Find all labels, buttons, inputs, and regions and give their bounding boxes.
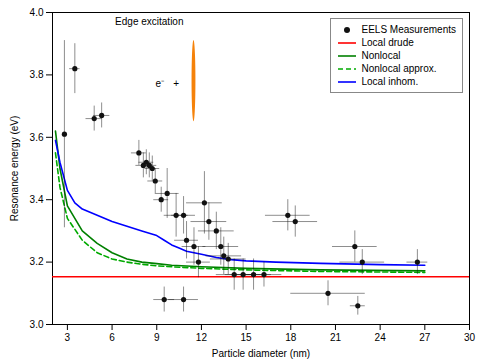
svg-text:3.8: 3.8: [30, 69, 44, 80]
svg-text:3.2: 3.2: [30, 256, 44, 267]
svg-text:6: 6: [109, 332, 115, 343]
svg-text:9: 9: [154, 332, 160, 343]
svg-text:18: 18: [285, 332, 297, 343]
svg-text:e⁻: e⁻: [155, 78, 165, 89]
svg-text:3.4: 3.4: [30, 194, 44, 205]
svg-text:4.0: 4.0: [30, 7, 44, 18]
html-text:Local drude: Local drude: [361, 37, 414, 48]
svg-text:30: 30: [464, 332, 476, 343]
html-text:Nonlocal approx.: Nonlocal approx.: [361, 63, 437, 74]
svg-text:Edge excitation: Edge excitation: [115, 16, 183, 27]
svg-text:15: 15: [241, 332, 253, 343]
html-text:EELS Measurements: EELS Measurements: [361, 24, 456, 35]
html-text:Nonlocal: Nonlocal: [361, 50, 401, 61]
svg-text:+: +: [173, 78, 179, 89]
svg-text:21: 21: [330, 332, 342, 343]
svg-text:27: 27: [419, 332, 431, 343]
svg-text:24: 24: [375, 332, 387, 343]
svg-text:3.6: 3.6: [30, 132, 44, 143]
svg-text:3.0: 3.0: [30, 319, 44, 330]
svg-text:Particle diameter (nm): Particle diameter (nm): [212, 348, 310, 359]
svg-text:12: 12: [196, 332, 208, 343]
svg-text:3: 3: [65, 332, 71, 343]
html-text:Local inhom.: Local inhom.: [361, 76, 419, 87]
svg-text:Resonance energy (eV): Resonance energy (eV): [9, 116, 20, 222]
